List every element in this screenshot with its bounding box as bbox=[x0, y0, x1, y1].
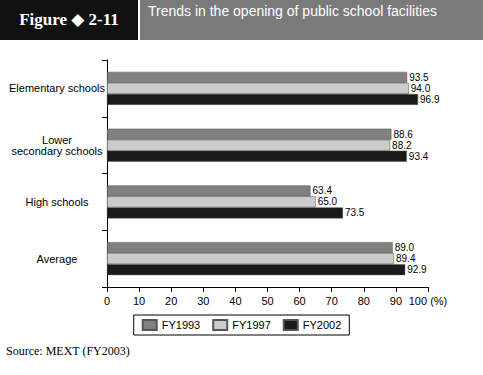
svg-text:FY1997: FY1997 bbox=[232, 319, 271, 331]
svg-text:73.5: 73.5 bbox=[345, 207, 365, 218]
svg-text:60: 60 bbox=[293, 295, 305, 307]
svg-text:65.0: 65.0 bbox=[318, 196, 338, 207]
svg-text:93.4: 93.4 bbox=[409, 151, 429, 162]
svg-text:FY1993: FY1993 bbox=[162, 319, 201, 331]
svg-text:89.4: 89.4 bbox=[396, 253, 416, 264]
svg-text:Lower: Lower bbox=[42, 133, 72, 146]
svg-text:10: 10 bbox=[133, 295, 145, 307]
svg-text:88.2: 88.2 bbox=[392, 140, 412, 151]
svg-text:0: 0 bbox=[104, 295, 110, 307]
svg-text:88.6: 88.6 bbox=[393, 129, 413, 140]
svg-text:96.9: 96.9 bbox=[420, 94, 440, 105]
svg-text:Average: Average bbox=[37, 253, 78, 265]
svg-text:Elementary schools: Elementary schools bbox=[9, 82, 105, 94]
svg-text:93.5: 93.5 bbox=[409, 72, 429, 83]
svg-text:63.4: 63.4 bbox=[313, 185, 333, 196]
svg-text:80: 80 bbox=[358, 295, 370, 307]
svg-text:92.9: 92.9 bbox=[407, 264, 427, 275]
html-text:Trends in the opening of publi: Trends in the opening of public school f… bbox=[148, 3, 437, 19]
svg-text:89.0: 89.0 bbox=[395, 242, 415, 253]
svg-text:20: 20 bbox=[165, 295, 177, 307]
html-text:Figure ◆ 2-11: Figure ◆ 2-11 bbox=[19, 10, 119, 29]
html-text:Source: MEXT (FY2003): Source: MEXT (FY2003) bbox=[6, 344, 130, 358]
svg-text:secondary schools: secondary schools bbox=[11, 145, 103, 157]
svg-text:30: 30 bbox=[197, 295, 209, 307]
svg-text:50: 50 bbox=[261, 295, 273, 307]
svg-text:100 (%): 100 (%) bbox=[409, 295, 448, 307]
svg-text:70: 70 bbox=[326, 295, 338, 307]
svg-text:90: 90 bbox=[390, 295, 402, 307]
svg-text:94.0: 94.0 bbox=[411, 83, 431, 94]
svg-text:40: 40 bbox=[229, 295, 241, 307]
svg-text:FY2002: FY2002 bbox=[303, 319, 342, 331]
svg-text:High schools: High schools bbox=[26, 196, 89, 208]
